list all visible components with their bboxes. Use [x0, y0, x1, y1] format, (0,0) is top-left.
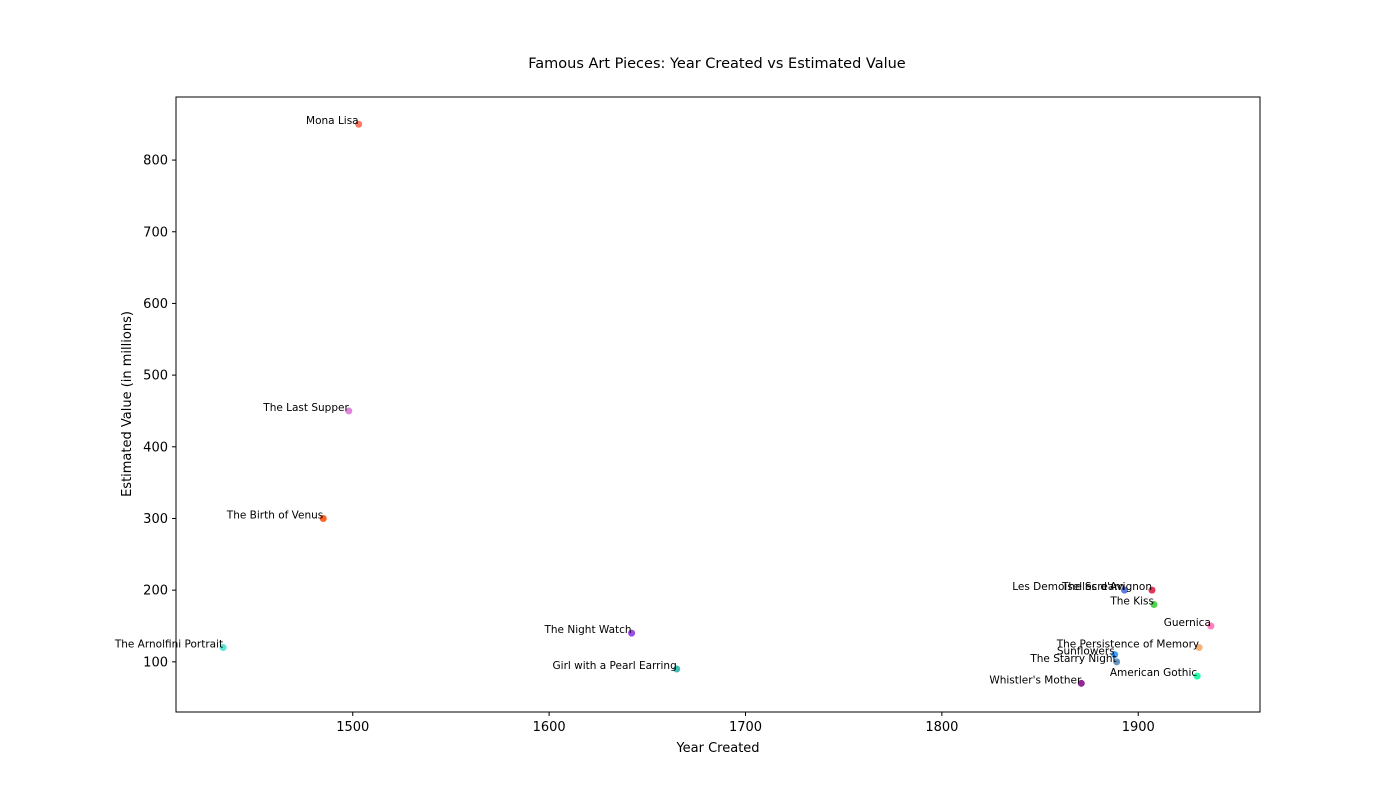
- data-point: [1193, 672, 1201, 680]
- data-point-label: Sunflowers: [1057, 646, 1115, 658]
- data-point-label: The Persistence of Memory: [1056, 638, 1199, 650]
- y-tick-label: 700: [143, 225, 168, 240]
- data-point: [1148, 586, 1156, 594]
- point-labels: Mona Lisa The Last Supper The Birth of Ven…: [114, 115, 1211, 686]
- data-point: [1113, 658, 1121, 666]
- data-point-label: The Starry Night: [1029, 653, 1116, 665]
- data-point-label: Guernica: [1164, 617, 1211, 629]
- data-point: [1207, 622, 1215, 630]
- x-tick-label: 1800: [925, 720, 958, 735]
- data-point-label: Whistler's Mother: [989, 674, 1082, 686]
- y-axis-label: Estimated Value (in millions): [120, 311, 135, 497]
- y-tick-label: 500: [143, 369, 168, 384]
- data-point: [673, 665, 681, 673]
- data-point: [219, 643, 227, 651]
- data-point: [1111, 651, 1119, 659]
- data-point-label: The Kiss: [1109, 595, 1154, 607]
- data-point-label: The Arnolfini Portrait: [114, 638, 223, 650]
- data-point-label: The Last Supper: [262, 402, 349, 414]
- data-point: [345, 407, 353, 415]
- x-tick-label: 1700: [729, 720, 762, 735]
- chart-title: Famous Art Pieces: Year Created vs Estim…: [528, 56, 906, 72]
- x-tick-label: 1900: [1122, 720, 1155, 735]
- data-point-label: Mona Lisa: [306, 115, 359, 127]
- axis-ticks: 1500 1600 1700 1800 1900 100 200 300 400 500 600 70…: [143, 154, 1155, 735]
- y-tick-label: 200: [143, 584, 168, 599]
- data-point: [628, 629, 636, 637]
- data-point-label: The Night Watch: [543, 624, 631, 636]
- data-point: [355, 120, 363, 128]
- data-point-label: Les Demoiselles d'Avignon: [1012, 581, 1152, 593]
- data-point: [319, 514, 327, 522]
- data-point: [1195, 643, 1203, 651]
- y-tick-label: 600: [143, 297, 168, 312]
- data-point: [1150, 600, 1158, 608]
- data-point-label: Girl with a Pearl Earring: [553, 660, 677, 672]
- data-point: [1077, 679, 1085, 687]
- data-point: [1121, 586, 1128, 594]
- y-tick-label: 100: [143, 655, 168, 670]
- x-axis-label: Year Created: [675, 741, 759, 756]
- plot-area-frame: [175, 96, 1261, 713]
- x-tick-label: 1500: [336, 720, 369, 735]
- x-tick-label: 1600: [533, 720, 566, 735]
- data-point-label: The Birth of Venus: [226, 509, 323, 521]
- y-tick-label: 800: [143, 154, 168, 169]
- data-points: [219, 120, 1215, 687]
- data-point-label: The Scream: [1061, 581, 1125, 593]
- data-point-label: American Gothic: [1110, 667, 1198, 679]
- y-tick-label: 300: [143, 512, 168, 527]
- y-tick-label: 400: [143, 440, 168, 455]
